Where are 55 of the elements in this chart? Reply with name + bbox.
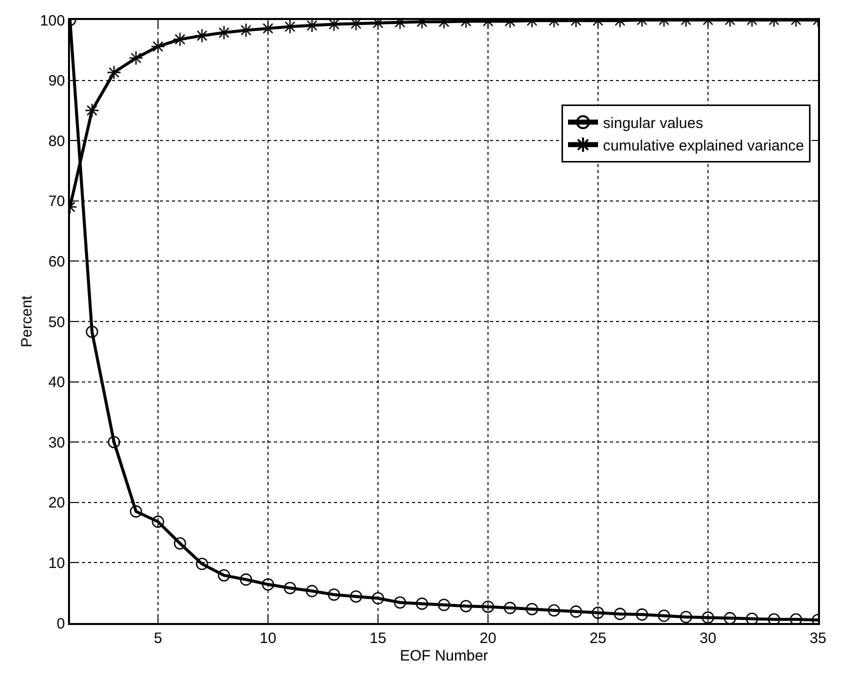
point <box>790 613 802 623</box>
x-axis-title: EOF Number <box>400 648 488 664</box>
point <box>636 608 648 621</box>
point <box>108 436 120 448</box>
point <box>702 611 714 623</box>
x-tick-label: 5 <box>154 630 162 647</box>
x-tick-label: 25 <box>590 630 606 647</box>
x-tick-label: 15 <box>370 630 386 647</box>
point <box>548 604 560 616</box>
point <box>394 596 406 609</box>
point <box>284 582 296 594</box>
x-tick-label: 20 <box>480 630 496 647</box>
y-axis-title: Percent <box>18 294 36 348</box>
point <box>350 590 362 603</box>
point <box>592 606 604 619</box>
point <box>306 584 318 598</box>
point <box>152 516 164 528</box>
point <box>768 613 780 623</box>
point <box>746 612 758 623</box>
y-tick-label: 100 <box>40 12 65 30</box>
point <box>570 605 582 618</box>
point <box>416 598 428 610</box>
point <box>680 610 692 623</box>
point <box>196 558 208 570</box>
point <box>240 573 252 586</box>
y-tick-label: 0 <box>56 615 65 632</box>
point <box>438 598 450 612</box>
legend-label: singular values <box>603 115 704 132</box>
y-tick-label: 80 <box>48 132 65 150</box>
x-tick-label: 10 <box>260 630 276 647</box>
point <box>130 505 142 518</box>
point <box>614 608 626 620</box>
point <box>86 326 98 338</box>
point <box>526 602 538 616</box>
point <box>460 600 472 612</box>
point <box>174 537 186 550</box>
point <box>482 600 494 613</box>
point <box>658 610 670 622</box>
x-tick-label: 35 <box>810 630 826 647</box>
y-tick-label: 70 <box>48 193 65 210</box>
point <box>328 588 340 601</box>
y-tick-label: 60 <box>48 253 65 270</box>
x-tick-label: 30 <box>700 630 716 647</box>
y-tick-label: 50 <box>48 314 65 331</box>
point <box>504 602 516 614</box>
y-tick-label: 30 <box>48 434 65 452</box>
y-tick-label: 40 <box>48 374 65 392</box>
y-tick-label: 20 <box>48 494 65 512</box>
point <box>724 612 736 623</box>
point <box>218 569 230 582</box>
y-tick-label: 90 <box>48 72 65 90</box>
legend-label: cumulative explained variance <box>603 138 804 155</box>
point <box>262 578 274 591</box>
y-tick-label: 10 <box>48 554 65 572</box>
point <box>372 592 384 604</box>
